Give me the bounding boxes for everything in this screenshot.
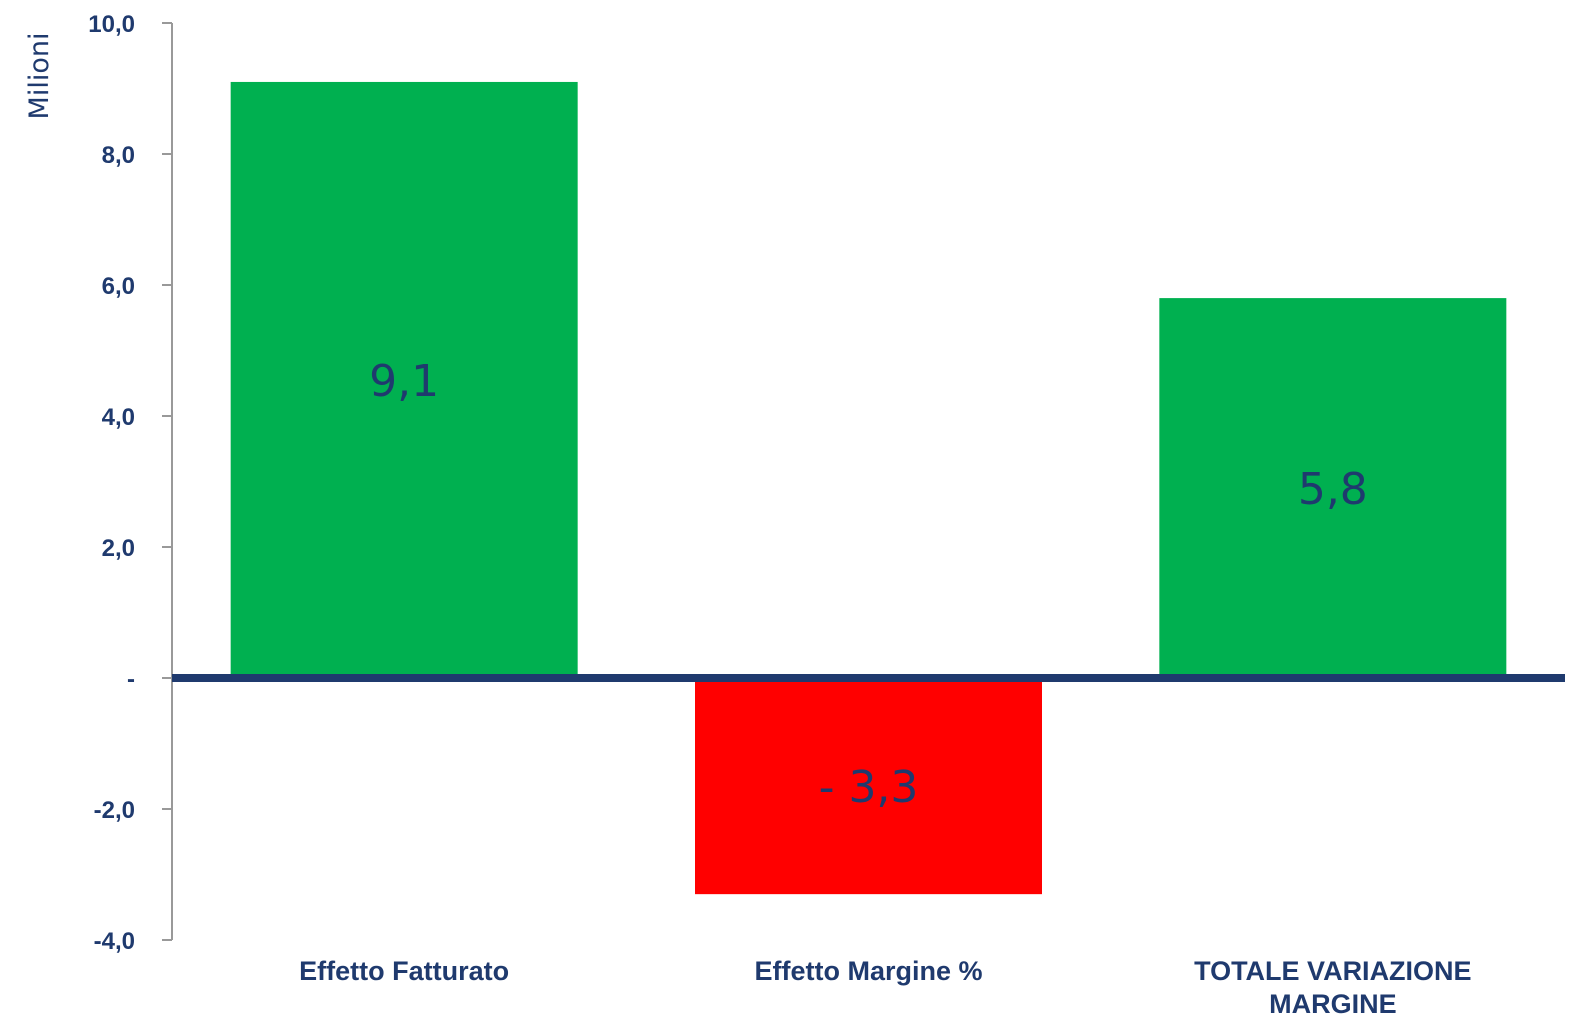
- category-label-line: Effetto Fatturato: [299, 956, 509, 986]
- y-axis: 10,0 8,0 6,0 4,0 2,0 - -2,0 -4,0: [88, 11, 173, 955]
- category-label: Effetto Margine %: [754, 956, 982, 986]
- category-label-line: MARGINE: [1269, 989, 1397, 1019]
- category-label-line: Effetto Margine %: [754, 956, 982, 986]
- y-tick-label: 8,0: [102, 142, 135, 169]
- bar: [1159, 298, 1507, 678]
- data-label: - 3,3: [819, 762, 919, 813]
- y-tick-label: -2,0: [94, 797, 135, 824]
- bars: [230, 81, 1507, 895]
- data-labels: 9,1 - 3,3 5,8: [369, 356, 1368, 813]
- y-tick-label: -4,0: [94, 928, 135, 955]
- data-label: 9,1: [369, 356, 439, 407]
- y-tick-label: 2,0: [102, 535, 135, 562]
- category-label: Effetto Fatturato: [299, 956, 509, 986]
- y-tick-label: -: [127, 666, 135, 693]
- y-axis-title: Milioni: [24, 33, 55, 120]
- category-labels: Effetto Fatturato Effetto Margine % TOTALE…: [299, 956, 1471, 1019]
- y-tick-label: 10,0: [88, 11, 135, 38]
- y-tick-label: 6,0: [102, 273, 135, 300]
- y-tick-label: 4,0: [102, 404, 135, 431]
- category-label-line: TOTALE VARIAZIONE: [1194, 956, 1472, 986]
- data-label: 5,8: [1298, 464, 1368, 515]
- category-label: TOTALE VARIAZIONE MARGINE: [1194, 956, 1472, 1019]
- bar: [230, 81, 578, 678]
- bar: [695, 678, 1042, 895]
